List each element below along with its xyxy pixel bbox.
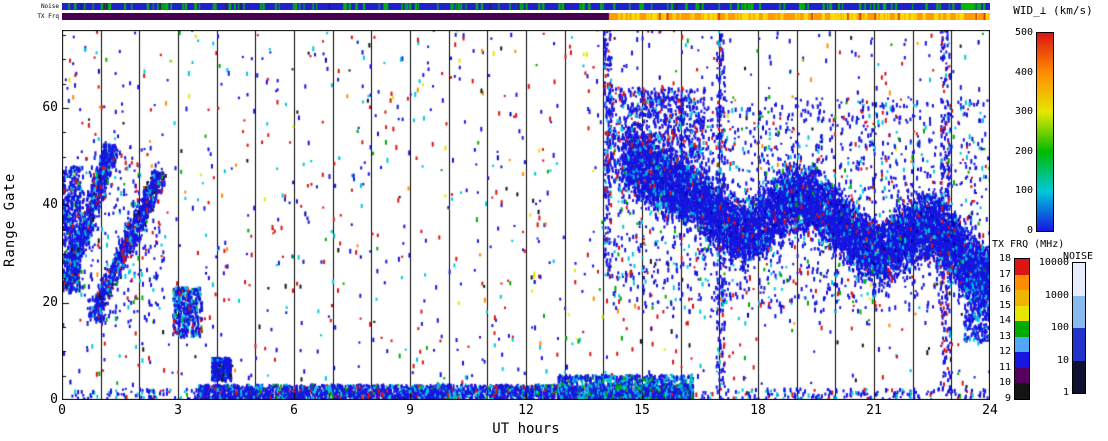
- wid-colorbar: [1036, 32, 1054, 232]
- colorbar-block: [1073, 360, 1085, 393]
- colorbar-tick-label: 0: [1026, 225, 1033, 236]
- colorbar-block: [1073, 295, 1085, 328]
- colorbar-block: [1015, 367, 1029, 384]
- x-tick-label: 21: [866, 403, 882, 418]
- colorbar-tick-label: 13: [998, 330, 1011, 342]
- txfrq-colorbar-title: TX FRQ (MHz): [992, 239, 1065, 250]
- colorbar-tick-label: 12: [998, 346, 1011, 358]
- colorbar-block: [1073, 328, 1085, 361]
- colorbar-block: [1015, 258, 1029, 275]
- colorbar-tick-label: 16: [998, 284, 1011, 296]
- colorbar-block: [1015, 290, 1029, 306]
- colorbar-block: [1015, 352, 1029, 368]
- x-tick-label: 3: [174, 403, 182, 418]
- x-tick-label: 15: [634, 403, 650, 418]
- colorbar-tick-label: 10000: [1038, 257, 1069, 268]
- colorbar-tick-label: 10: [998, 377, 1011, 389]
- txfrq-colorbar: [1014, 258, 1030, 400]
- colorbar-block: [1073, 263, 1085, 296]
- y-tick-label: 60: [42, 99, 58, 115]
- colorbar-tick-label: 400: [1014, 66, 1033, 78]
- txfrq-indicator-strip: [62, 13, 990, 20]
- y-tick-label: 40: [42, 197, 58, 213]
- noise-indicator-strip: [62, 3, 990, 10]
- colorbar-tick-label: 1000: [1044, 289, 1069, 301]
- colorbar-tick-label: 9: [1004, 393, 1011, 404]
- wid-colorbar-title: WID_⊥ (km/s): [1013, 4, 1093, 17]
- colorbar-tick-label: 500: [1014, 27, 1033, 38]
- x-tick-label: 24: [982, 403, 998, 418]
- y-tick-label: 20: [42, 294, 58, 310]
- noise-colorbar: [1072, 262, 1086, 394]
- noise-strip-label: Noise: [40, 3, 59, 10]
- range-time-scatter-canvas: [62, 30, 990, 400]
- y-tick-label: 0: [50, 392, 58, 407]
- y-axis-label: Range Gate: [2, 172, 18, 268]
- x-tick-label: 9: [406, 403, 414, 418]
- colorbar-block: [1015, 321, 1029, 337]
- x-tick-label: 6: [290, 403, 298, 418]
- colorbar-tick-label: 100: [1014, 185, 1033, 197]
- noise-colorbar-title: NOISE: [1062, 251, 1094, 262]
- colorbar-tick-label: 15: [998, 299, 1011, 311]
- colorbar-tick-label: 14: [998, 315, 1011, 327]
- x-tick-label: 0: [58, 403, 66, 418]
- colorbar-tick-label: 100: [1050, 322, 1069, 333]
- colorbar-block: [1015, 305, 1029, 322]
- colorbar-tick-label: 11: [998, 361, 1011, 373]
- colorbar-block: [1015, 274, 1029, 291]
- x-tick-label: 18: [750, 403, 766, 418]
- x-tick-label: 12: [518, 403, 534, 418]
- colorbar-tick-label: 18: [998, 253, 1011, 264]
- colorbar-tick-label: 1: [1062, 387, 1069, 398]
- colorbar-tick-label: 10: [1056, 354, 1069, 366]
- colorbar-block: [1015, 336, 1029, 353]
- colorbar-tick-label: 200: [1014, 145, 1033, 157]
- colorbar-block: [1015, 383, 1029, 399]
- x-axis-label: UT hours: [492, 421, 560, 437]
- txfrq-strip-label: TX Frq: [37, 13, 59, 20]
- colorbar-tick-label: 17: [998, 268, 1011, 280]
- colorbar-tick-label: 300: [1014, 106, 1033, 118]
